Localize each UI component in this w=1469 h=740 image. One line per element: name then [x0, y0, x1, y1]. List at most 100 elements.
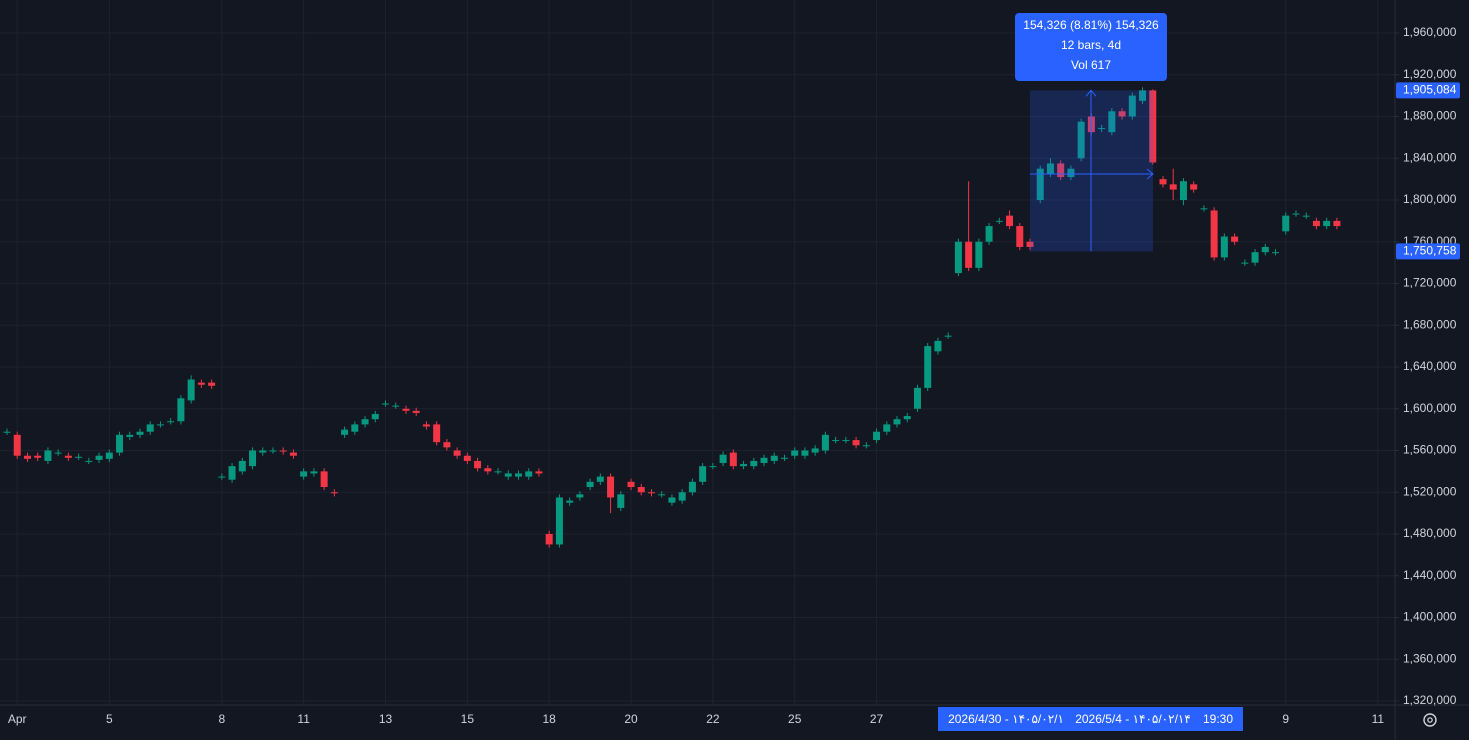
- candle-body: [249, 450, 257, 467]
- candle-body: [1139, 90, 1147, 101]
- price-tag-label: 1,905,084: [1403, 82, 1457, 96]
- candle-body: [658, 494, 666, 496]
- y-tick-label: 1,680,000: [1403, 317, 1457, 331]
- candle-body: [729, 452, 737, 467]
- candle-body: [893, 419, 901, 425]
- y-tick-label: 1,640,000: [1403, 359, 1457, 373]
- candle-body: [279, 450, 287, 452]
- candle-body: [944, 335, 952, 337]
- candle-body: [791, 450, 799, 456]
- candle-body: [1098, 127, 1106, 130]
- candle-body: [1210, 210, 1218, 258]
- candle-body: [965, 241, 973, 268]
- candle-body: [422, 424, 430, 427]
- candle-body: [1026, 241, 1034, 247]
- candle-body: [197, 382, 205, 385]
- candle-body: [995, 220, 1003, 222]
- measure-arrow-head: [1085, 89, 1097, 97]
- candle-body: [85, 460, 93, 462]
- candle-body: [474, 460, 482, 469]
- candle-body: [535, 471, 543, 474]
- measure-tooltip: [1015, 13, 1167, 81]
- settings-button[interactable]: [1423, 713, 1437, 727]
- candle-body: [1067, 168, 1075, 178]
- candle-body: [484, 468, 492, 472]
- candle-body: [525, 471, 533, 477]
- candle-body: [1333, 220, 1341, 227]
- candle-body: [13, 434, 21, 456]
- candle-body: [289, 452, 297, 456]
- candle-body: [586, 481, 594, 488]
- candle-body: [780, 457, 788, 459]
- measure-tooltip-text: 154,326 (8.81%) 154,326: [1023, 18, 1159, 32]
- candle-body: [832, 440, 840, 442]
- candle-body: [903, 416, 911, 420]
- candle-body: [750, 460, 758, 467]
- y-tick-label: 1,520,000: [1403, 484, 1457, 498]
- candle-body: [1128, 95, 1136, 117]
- candle-body: [954, 241, 962, 274]
- candle-body: [852, 440, 860, 446]
- settings-icon: [1423, 713, 1437, 727]
- grid: [0, 0, 1395, 705]
- candle-body: [1251, 252, 1259, 263]
- measure-tooltip-text: Vol 617: [1071, 58, 1111, 72]
- candle-body: [453, 450, 461, 456]
- date-range-tag: [938, 707, 1243, 731]
- candle-body: [351, 424, 359, 432]
- x-tick-label: 22: [706, 712, 720, 726]
- date-range-label: 2026/5/4 - ۱۴۰۵/۰۲/۱۴: [1075, 712, 1191, 726]
- candle-body: [494, 471, 502, 473]
- price-tag-label: 1,750,758: [1403, 244, 1457, 258]
- candle-body: [637, 487, 645, 493]
- candle-body: [156, 424, 164, 426]
- candle-body: [740, 464, 748, 467]
- candle-body: [167, 421, 175, 423]
- candle-body: [1200, 208, 1208, 210]
- y-tick-label: 1,320,000: [1403, 693, 1457, 707]
- candle-body: [842, 440, 850, 442]
- candle-body: [23, 455, 31, 459]
- candle-body: [44, 450, 52, 461]
- x-tick-label: 11: [1372, 712, 1385, 726]
- candle-body: [596, 476, 604, 482]
- candle-body: [1272, 252, 1280, 254]
- candle-body: [1282, 215, 1290, 232]
- candle-body: [1036, 168, 1044, 200]
- candle-body: [228, 466, 236, 480]
- candle-body: [801, 450, 809, 456]
- candle-body: [361, 419, 369, 425]
- candle-body: [607, 476, 615, 498]
- candle-body: [269, 450, 277, 452]
- candle-body: [300, 471, 308, 477]
- candle-body: [402, 408, 410, 411]
- candle-body: [371, 413, 379, 420]
- price-tag: [1396, 243, 1460, 260]
- candle-body: [1159, 179, 1167, 185]
- candle-body: [64, 455, 72, 458]
- candle-body: [443, 442, 451, 448]
- candle-body: [1057, 163, 1065, 178]
- candle-body: [126, 434, 134, 437]
- candle-body: [1323, 220, 1331, 227]
- candle-body: [1220, 236, 1228, 258]
- candle-body: [95, 455, 103, 460]
- candle-body: [1006, 215, 1014, 227]
- candle-body: [678, 492, 686, 501]
- candle-body: [924, 346, 932, 388]
- candle-body: [1179, 181, 1187, 200]
- candle-body: [934, 340, 942, 352]
- y-tick-label: 1,440,000: [1403, 568, 1457, 582]
- candle-body: [187, 379, 195, 401]
- y-tick-label: 1,400,000: [1403, 610, 1457, 624]
- y-tick-label: 1,920,000: [1403, 67, 1457, 81]
- candle-body: [1292, 213, 1300, 215]
- candle-body: [1118, 111, 1126, 117]
- candle-body: [515, 473, 522, 477]
- date-range-label: 2026/4/30 - ۱۴۰۵/۰۲/۱: [948, 712, 1064, 726]
- candle-body: [320, 471, 328, 488]
- candle-body: [1016, 226, 1024, 247]
- y-tick-label: 1,840,000: [1403, 150, 1457, 164]
- x-tick-label: 11: [297, 712, 310, 726]
